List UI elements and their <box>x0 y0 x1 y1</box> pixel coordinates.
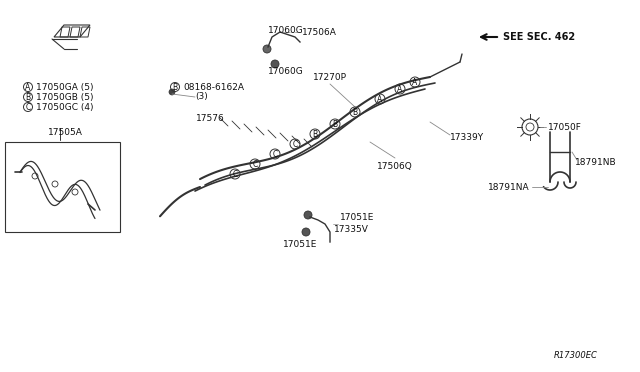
Text: 17060G: 17060G <box>268 67 304 76</box>
Text: B: B <box>172 83 177 92</box>
Text: B: B <box>312 129 317 138</box>
Text: B: B <box>332 119 337 128</box>
Text: 18791NB: 18791NB <box>575 157 616 167</box>
Circle shape <box>32 173 38 179</box>
Text: R17300EC: R17300EC <box>554 351 598 360</box>
Circle shape <box>302 228 310 236</box>
Text: 17051E: 17051E <box>340 212 374 221</box>
Circle shape <box>263 45 271 53</box>
Text: 17335V: 17335V <box>334 224 369 234</box>
Text: 17050GB (5): 17050GB (5) <box>36 93 93 102</box>
Text: 17506A: 17506A <box>302 28 337 36</box>
Circle shape <box>52 181 58 187</box>
Text: C: C <box>292 140 298 148</box>
Text: B: B <box>26 93 31 102</box>
Text: SEE SEC. 462: SEE SEC. 462 <box>503 32 575 42</box>
Text: 17060G: 17060G <box>268 26 304 35</box>
Text: 08168-6162A: 08168-6162A <box>183 83 244 92</box>
Text: (3): (3) <box>195 92 208 100</box>
Text: A: A <box>26 83 31 92</box>
Text: C: C <box>232 170 237 179</box>
Circle shape <box>304 211 312 219</box>
Text: C: C <box>252 160 258 169</box>
Text: 17051E: 17051E <box>283 240 317 249</box>
Circle shape <box>169 89 175 95</box>
Circle shape <box>271 60 279 68</box>
Text: B: B <box>353 108 358 116</box>
Text: A: A <box>412 77 418 87</box>
Text: 18791NA: 18791NA <box>488 183 530 192</box>
Text: 17339Y: 17339Y <box>450 132 484 141</box>
Text: 17505A: 17505A <box>48 128 83 137</box>
Text: 17576: 17576 <box>196 114 225 123</box>
Text: A: A <box>397 84 403 93</box>
Text: 17050GC (4): 17050GC (4) <box>36 103 93 112</box>
Text: 17050GA (5): 17050GA (5) <box>36 83 93 92</box>
Circle shape <box>72 189 78 195</box>
Text: 17270P: 17270P <box>313 73 347 82</box>
Text: A: A <box>378 94 383 103</box>
Text: C: C <box>273 150 278 158</box>
Text: C: C <box>26 103 31 112</box>
Text: 17050F: 17050F <box>548 122 582 131</box>
Text: 17506Q: 17506Q <box>377 162 413 171</box>
